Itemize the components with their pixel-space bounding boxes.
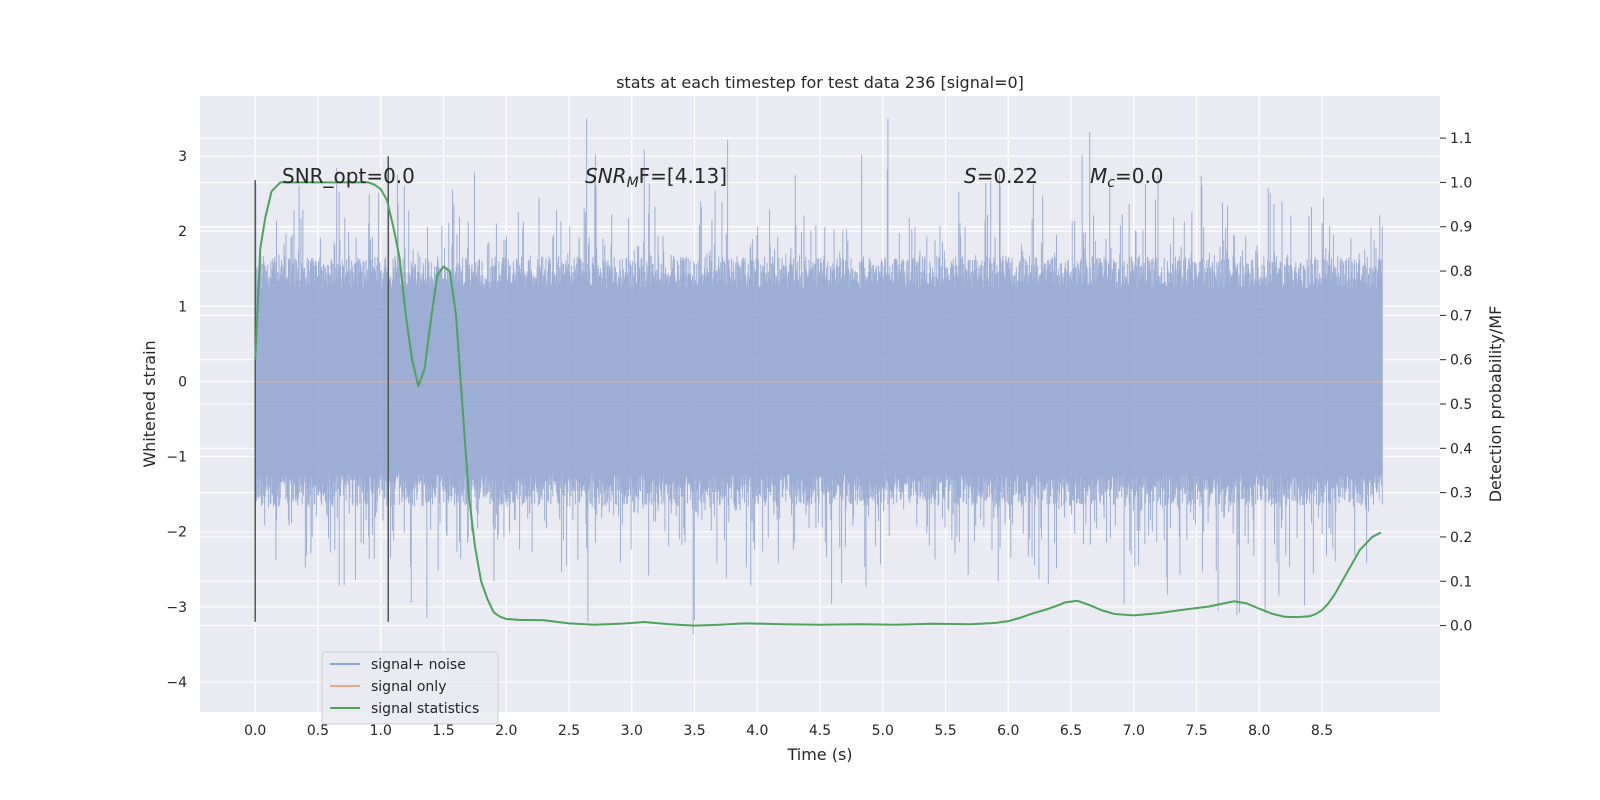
legend-label-signal-only: signal only bbox=[371, 679, 446, 695]
annotation-mc-rest: =0.0 bbox=[1115, 164, 1164, 188]
y2-tick-label-0: 0.0 bbox=[1450, 619, 1472, 635]
annotation-snr-mf: SNRMF=[4.13] bbox=[585, 164, 727, 191]
y2-tick-label-2: 0.2 bbox=[1450, 530, 1472, 546]
y-tick-label-6: 2 bbox=[178, 224, 187, 240]
y2-tick-label-8: 0.8 bbox=[1450, 264, 1472, 280]
y2-axis-label: Detection probability/MF bbox=[1486, 306, 1505, 503]
x-tick-label-3: 1.5 bbox=[432, 723, 454, 739]
y-tick-label-4: 0 bbox=[178, 374, 187, 390]
x-tick-label-7: 3.5 bbox=[683, 723, 705, 739]
x-tick-label-6: 3.0 bbox=[621, 723, 643, 739]
annotation-mc: Mc=0.0 bbox=[1090, 164, 1164, 191]
x-tick-label-11: 5.5 bbox=[934, 723, 956, 739]
annotation-mc-italic: M bbox=[1090, 164, 1107, 188]
y-tick-label-3: −1 bbox=[166, 450, 187, 466]
x-tick-label-4: 2.0 bbox=[495, 723, 517, 739]
x-tick-label-2: 1.0 bbox=[370, 723, 392, 739]
x-tick-label-12: 6.0 bbox=[997, 723, 1019, 739]
annotation-mc-sub: c bbox=[1107, 175, 1115, 191]
x-tick-label-0: 0.0 bbox=[244, 723, 266, 739]
y2-tick-label-6: 0.6 bbox=[1450, 353, 1472, 369]
x-tick-label-1: 0.5 bbox=[307, 723, 329, 739]
vertical-markers bbox=[254, 156, 390, 622]
y-tick-labels: −4 −3 −2 −1 0 1 2 3 bbox=[166, 149, 187, 691]
signal-statistics-line bbox=[254, 181, 1382, 627]
legend-label-signal-noise: signal+ noise bbox=[371, 657, 466, 673]
annotation-snr-mf-base: SNR bbox=[585, 164, 627, 188]
annotation-snr-mf-sub: M bbox=[627, 175, 639, 191]
annotation-s-rest: =0.22 bbox=[977, 164, 1038, 188]
y2-tick-label-11: 1.1 bbox=[1450, 131, 1472, 147]
y2-tick-label-5: 0.5 bbox=[1450, 397, 1472, 413]
y2-tick-label-3: 0.3 bbox=[1450, 486, 1472, 502]
x-tick-label-5: 2.5 bbox=[558, 723, 580, 739]
x-axis-label: Time (s) bbox=[786, 745, 852, 764]
y2-tick-label-7: 0.7 bbox=[1450, 308, 1472, 324]
x-tick-labels: 0.0 0.5 1.0 1.5 2.0 2.5 3.0 3.5 4.0 4.5 5.0 5.5 6.0 6… bbox=[244, 723, 1333, 739]
y-tick-label-2: −2 bbox=[166, 525, 187, 541]
x-tick-label-14: 7.0 bbox=[1123, 723, 1145, 739]
x-tick-label-16: 8.0 bbox=[1248, 723, 1270, 739]
annotation-s: S=0.22 bbox=[964, 164, 1038, 188]
y-tick-label-0: −4 bbox=[166, 675, 187, 691]
y-tick-label-5: 1 bbox=[178, 299, 187, 315]
x-tick-label-9: 4.5 bbox=[809, 723, 831, 739]
y2-tick-label-9: 0.9 bbox=[1450, 220, 1472, 236]
y-axis-label: Whitened strain bbox=[140, 340, 159, 467]
x-tick-label-13: 6.5 bbox=[1060, 723, 1082, 739]
legend: signal+ noise signal only signal statist… bbox=[321, 651, 499, 725]
x-tick-label-15: 7.5 bbox=[1185, 723, 1207, 739]
annotation-s-italic: S bbox=[964, 164, 977, 188]
annotation-snr-opt: SNR_opt=0.0 bbox=[282, 164, 415, 188]
series-signal-statistics bbox=[254, 181, 1382, 627]
y2-tick-label-4: 0.4 bbox=[1450, 441, 1472, 457]
y2-tick-labels: 0.0 0.1 0.2 0.3 0.4 0.5 0.6 0.7 0.8 0.9 1.0 1.1 bbox=[1440, 131, 1472, 635]
y-tick-label-7: 3 bbox=[178, 149, 187, 165]
y2-tick-label-1: 0.1 bbox=[1450, 574, 1472, 590]
y2-tick-label-10: 1.0 bbox=[1450, 175, 1472, 191]
annotation-snr-mf-rest: F=[4.13] bbox=[639, 164, 727, 188]
x-tick-label-8: 4.0 bbox=[746, 723, 768, 739]
legend-box bbox=[321, 651, 499, 725]
y-tick-label-1: −3 bbox=[166, 600, 187, 616]
chart-title: stats at each timestep for test data 236… bbox=[616, 73, 1024, 92]
x-tick-label-10: 5.0 bbox=[872, 723, 894, 739]
legend-label-signal-statistics: signal statistics bbox=[371, 701, 479, 717]
x-tick-label-17: 8.5 bbox=[1311, 723, 1333, 739]
